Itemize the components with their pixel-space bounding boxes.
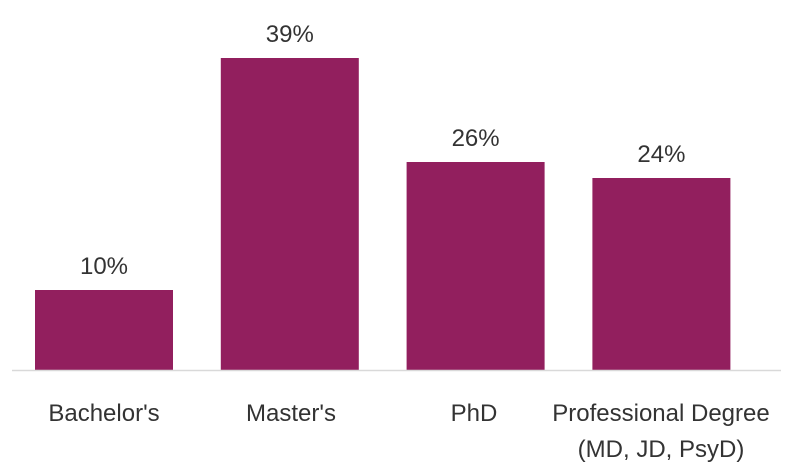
data-label-0: 10% (80, 253, 128, 280)
bar-0 (35, 290, 173, 370)
category-label-3-line-1: (MD, JD, PsyD) (578, 436, 745, 462)
category-label-3-line-0: Professional Degree (552, 400, 769, 427)
data-label-3: 24% (637, 141, 685, 168)
category-label-0: Bachelor's (48, 400, 159, 427)
value-labels-group: 10% 39% 26% 24% (80, 21, 685, 280)
category-label-2: PhD (451, 400, 498, 427)
category-labels-group: Bachelor's Master's PhD Professional Degree… (48, 400, 769, 462)
data-label-1: 39% (266, 21, 314, 48)
bar-3 (592, 178, 731, 370)
category-label-1: Master's (246, 400, 336, 427)
bar-2 (406, 162, 545, 370)
bar-1 (220, 58, 359, 370)
data-label-2: 26% (452, 125, 500, 152)
bars-group (35, 58, 731, 370)
